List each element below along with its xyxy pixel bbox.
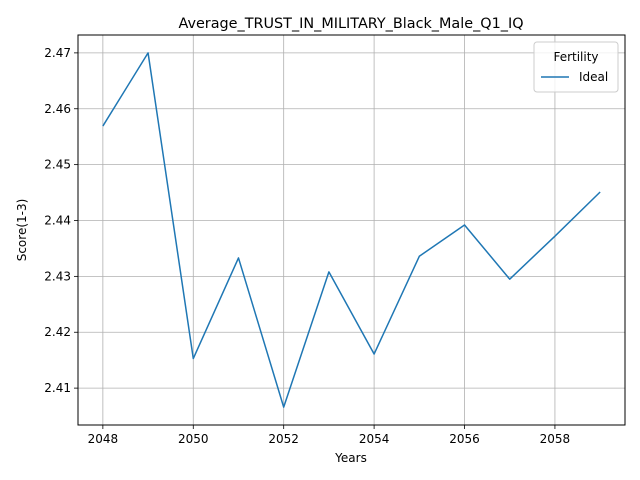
x-axis-ticks: 2048 2050 2052 2054 2056 2058: [88, 425, 571, 446]
legend: Fertility Ideal: [533, 41, 619, 93]
y-tick-label: 2.43: [44, 269, 71, 283]
legend-box: [533, 41, 619, 93]
legend-title: Fertility: [553, 50, 598, 64]
grid: [78, 35, 625, 425]
series-line-ideal: [102, 52, 601, 408]
plot-frame: [77, 34, 626, 426]
x-tick-label: 2052: [268, 432, 299, 446]
y-tick-label: 2.41: [44, 381, 71, 395]
x-tick-label: 2056: [449, 432, 480, 446]
series-layer: [102, 52, 601, 408]
y-tick-label: 2.45: [44, 158, 71, 172]
y-tick-label: 2.47: [44, 46, 71, 60]
x-tick-label: 2054: [359, 432, 390, 446]
x-tick-label: 2058: [540, 432, 571, 446]
y-axis-label: Score(1-3): [15, 199, 29, 262]
x-tick-label: 2048: [88, 432, 119, 446]
legend-label-ideal: Ideal: [579, 70, 608, 84]
y-tick-label: 2.44: [44, 214, 71, 228]
y-tick-label: 2.46: [44, 102, 71, 116]
x-axis-label: Years: [334, 451, 367, 465]
chart-title: Average_TRUST_IN_MILITARY_Black_Male_Q1_…: [178, 16, 523, 32]
y-axis-ticks: 2.41 2.42 2.43 2.44 2.45 2.46 2.47: [44, 46, 78, 395]
x-tick-label: 2050: [178, 432, 209, 446]
y-tick-label: 2.42: [44, 325, 71, 339]
